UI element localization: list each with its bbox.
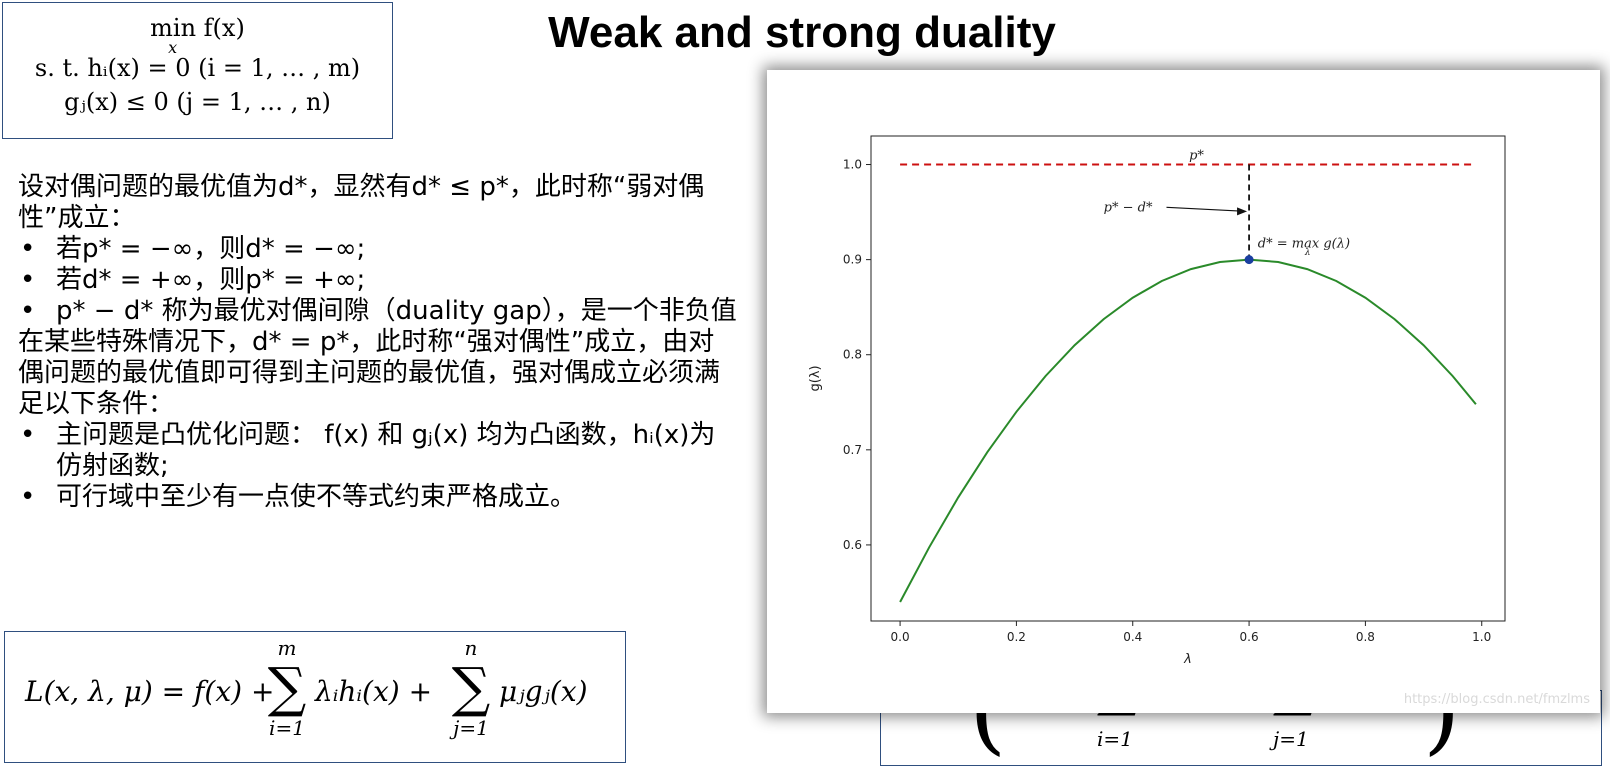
body-text: 设对偶问题的最优值为d*，显然有d* ≤ p*，此时称“弱对偶性”成立： • 若p… bbox=[18, 172, 738, 513]
min-subscript: x bbox=[168, 38, 178, 57]
list-item: • p* − d* 称为最优对偶间隙（duality gap），是一个非负值 bbox=[20, 296, 737, 326]
lagrangian-term1: λᵢhᵢ(x) + bbox=[315, 675, 433, 708]
dual-function-figure: 0.0 0.2 0.4 0.6 0.8 1.0 0.6 0.7 0.8 0.9 1.0 λ g(λ) p*… bbox=[767, 70, 1600, 713]
bullet: • bbox=[20, 265, 36, 295]
equality-constraint: s. t. hᵢ(x) = 0 (i = 1, … , m) bbox=[34, 54, 361, 82]
gap-arrow-shaft bbox=[1166, 206, 1246, 212]
p-star-label: p* bbox=[1189, 149, 1204, 164]
dual-sum2-bottom: j=1 bbox=[1273, 727, 1309, 751]
sum2-top: n bbox=[464, 636, 478, 660]
sum1-top: m bbox=[277, 636, 297, 660]
x-tick-label: 1.0 bbox=[1472, 630, 1491, 644]
list-item: • 可行域中至少有一点使不等式约束严格成立。 bbox=[20, 482, 577, 512]
dual-sum1-bottom: i=1 bbox=[1097, 727, 1133, 751]
lagrangian-lhs: L(x, λ, μ) = f(x) + bbox=[25, 675, 275, 708]
strong-duality-paragraph: 在某些特殊情况下，d* = p*，此时称“强对偶性”成立，由对偶问题的最优值即可… bbox=[18, 327, 721, 419]
primal-objective: min f(x) x bbox=[3, 11, 392, 57]
sigma-icon: ∑ bbox=[267, 656, 307, 719]
optimum-point bbox=[1244, 255, 1254, 265]
plot-frame bbox=[870, 135, 1506, 622]
slide-title: Weak and strong duality bbox=[548, 8, 1056, 57]
primal-problem-box: min f(x) x s. t. hᵢ(x) = 0 (i = 1, … , m)… bbox=[2, 2, 393, 139]
sum2-bottom: j=1 bbox=[453, 716, 489, 740]
arrow-icon bbox=[1237, 207, 1248, 216]
sigma-icon: ∑ bbox=[451, 656, 491, 719]
sum2: n ∑ j=1 bbox=[451, 636, 491, 740]
d-star-label: d* = max g(λ) bbox=[1258, 236, 1350, 251]
x-tick-label: 0.0 bbox=[891, 630, 910, 644]
lagrangian-term2: μⱼgⱼ(x) bbox=[499, 675, 588, 708]
list-item: • 若d* = +∞，则p* = +∞; bbox=[20, 265, 366, 295]
y-tick-label: 0.7 bbox=[843, 443, 862, 457]
weak-duality-paragraph: 设对偶问题的最优值为d*，显然有d* ≤ p*，此时称“弱对偶性”成立： bbox=[18, 172, 705, 233]
dual-function-curve bbox=[899, 258, 1477, 603]
bullet: • bbox=[20, 296, 36, 326]
strong-duality-list: • 主问题是凸优化问题： f(x) 和 gⱼ(x) 均为凸函数，hᵢ(x)为仿射函… bbox=[18, 420, 738, 513]
watermark: https://blog.csdn.net/fmzlms bbox=[1403, 692, 1590, 707]
x-tick-label: 0.6 bbox=[1240, 630, 1259, 644]
list-item: • 主问题是凸优化问题： f(x) 和 gⱼ(x) 均为凸函数，hᵢ(x)为仿射函… bbox=[20, 420, 716, 481]
y-tick-label: 0.9 bbox=[843, 253, 862, 267]
y-tick-label: 1.0 bbox=[843, 158, 862, 172]
y-tick-label: 0.6 bbox=[843, 538, 862, 552]
x-tick-label: 0.2 bbox=[1007, 630, 1026, 644]
sum1-bottom: i=1 bbox=[269, 716, 305, 740]
x-tick-label: 0.4 bbox=[1123, 630, 1142, 644]
y-axis-label: g(λ) bbox=[808, 365, 823, 391]
x-tick-label: 0.8 bbox=[1356, 630, 1375, 644]
bullet: • bbox=[20, 234, 36, 264]
gap-label: p* − d* bbox=[1104, 200, 1153, 215]
bullet: • bbox=[20, 482, 36, 512]
d-star-subscript: λ bbox=[1304, 248, 1311, 258]
lagrangian-box: L(x, λ, μ) = f(x) + m ∑ i=1 λᵢhᵢ(x) + n … bbox=[4, 631, 626, 763]
y-tick-label: 0.8 bbox=[843, 348, 862, 362]
x-axis-label: λ bbox=[1183, 652, 1192, 667]
bullet: • bbox=[20, 420, 36, 450]
inequality-constraint: gⱼ(x) ≤ 0 (j = 1, … , n) bbox=[64, 88, 331, 116]
weak-duality-list: • 若p* = −∞，则d* = −∞; • 若d* = +∞，则p* = +∞; … bbox=[18, 234, 738, 327]
objective-text: min f(x) bbox=[150, 14, 245, 42]
sum1: m ∑ i=1 bbox=[267, 636, 307, 740]
dual-function-chart: 0.0 0.2 0.4 0.6 0.8 1.0 0.6 0.7 0.8 0.9 1.0 λ g(λ) p*… bbox=[808, 135, 1506, 667]
list-item: • 若p* = −∞，则d* = −∞; bbox=[20, 234, 366, 264]
